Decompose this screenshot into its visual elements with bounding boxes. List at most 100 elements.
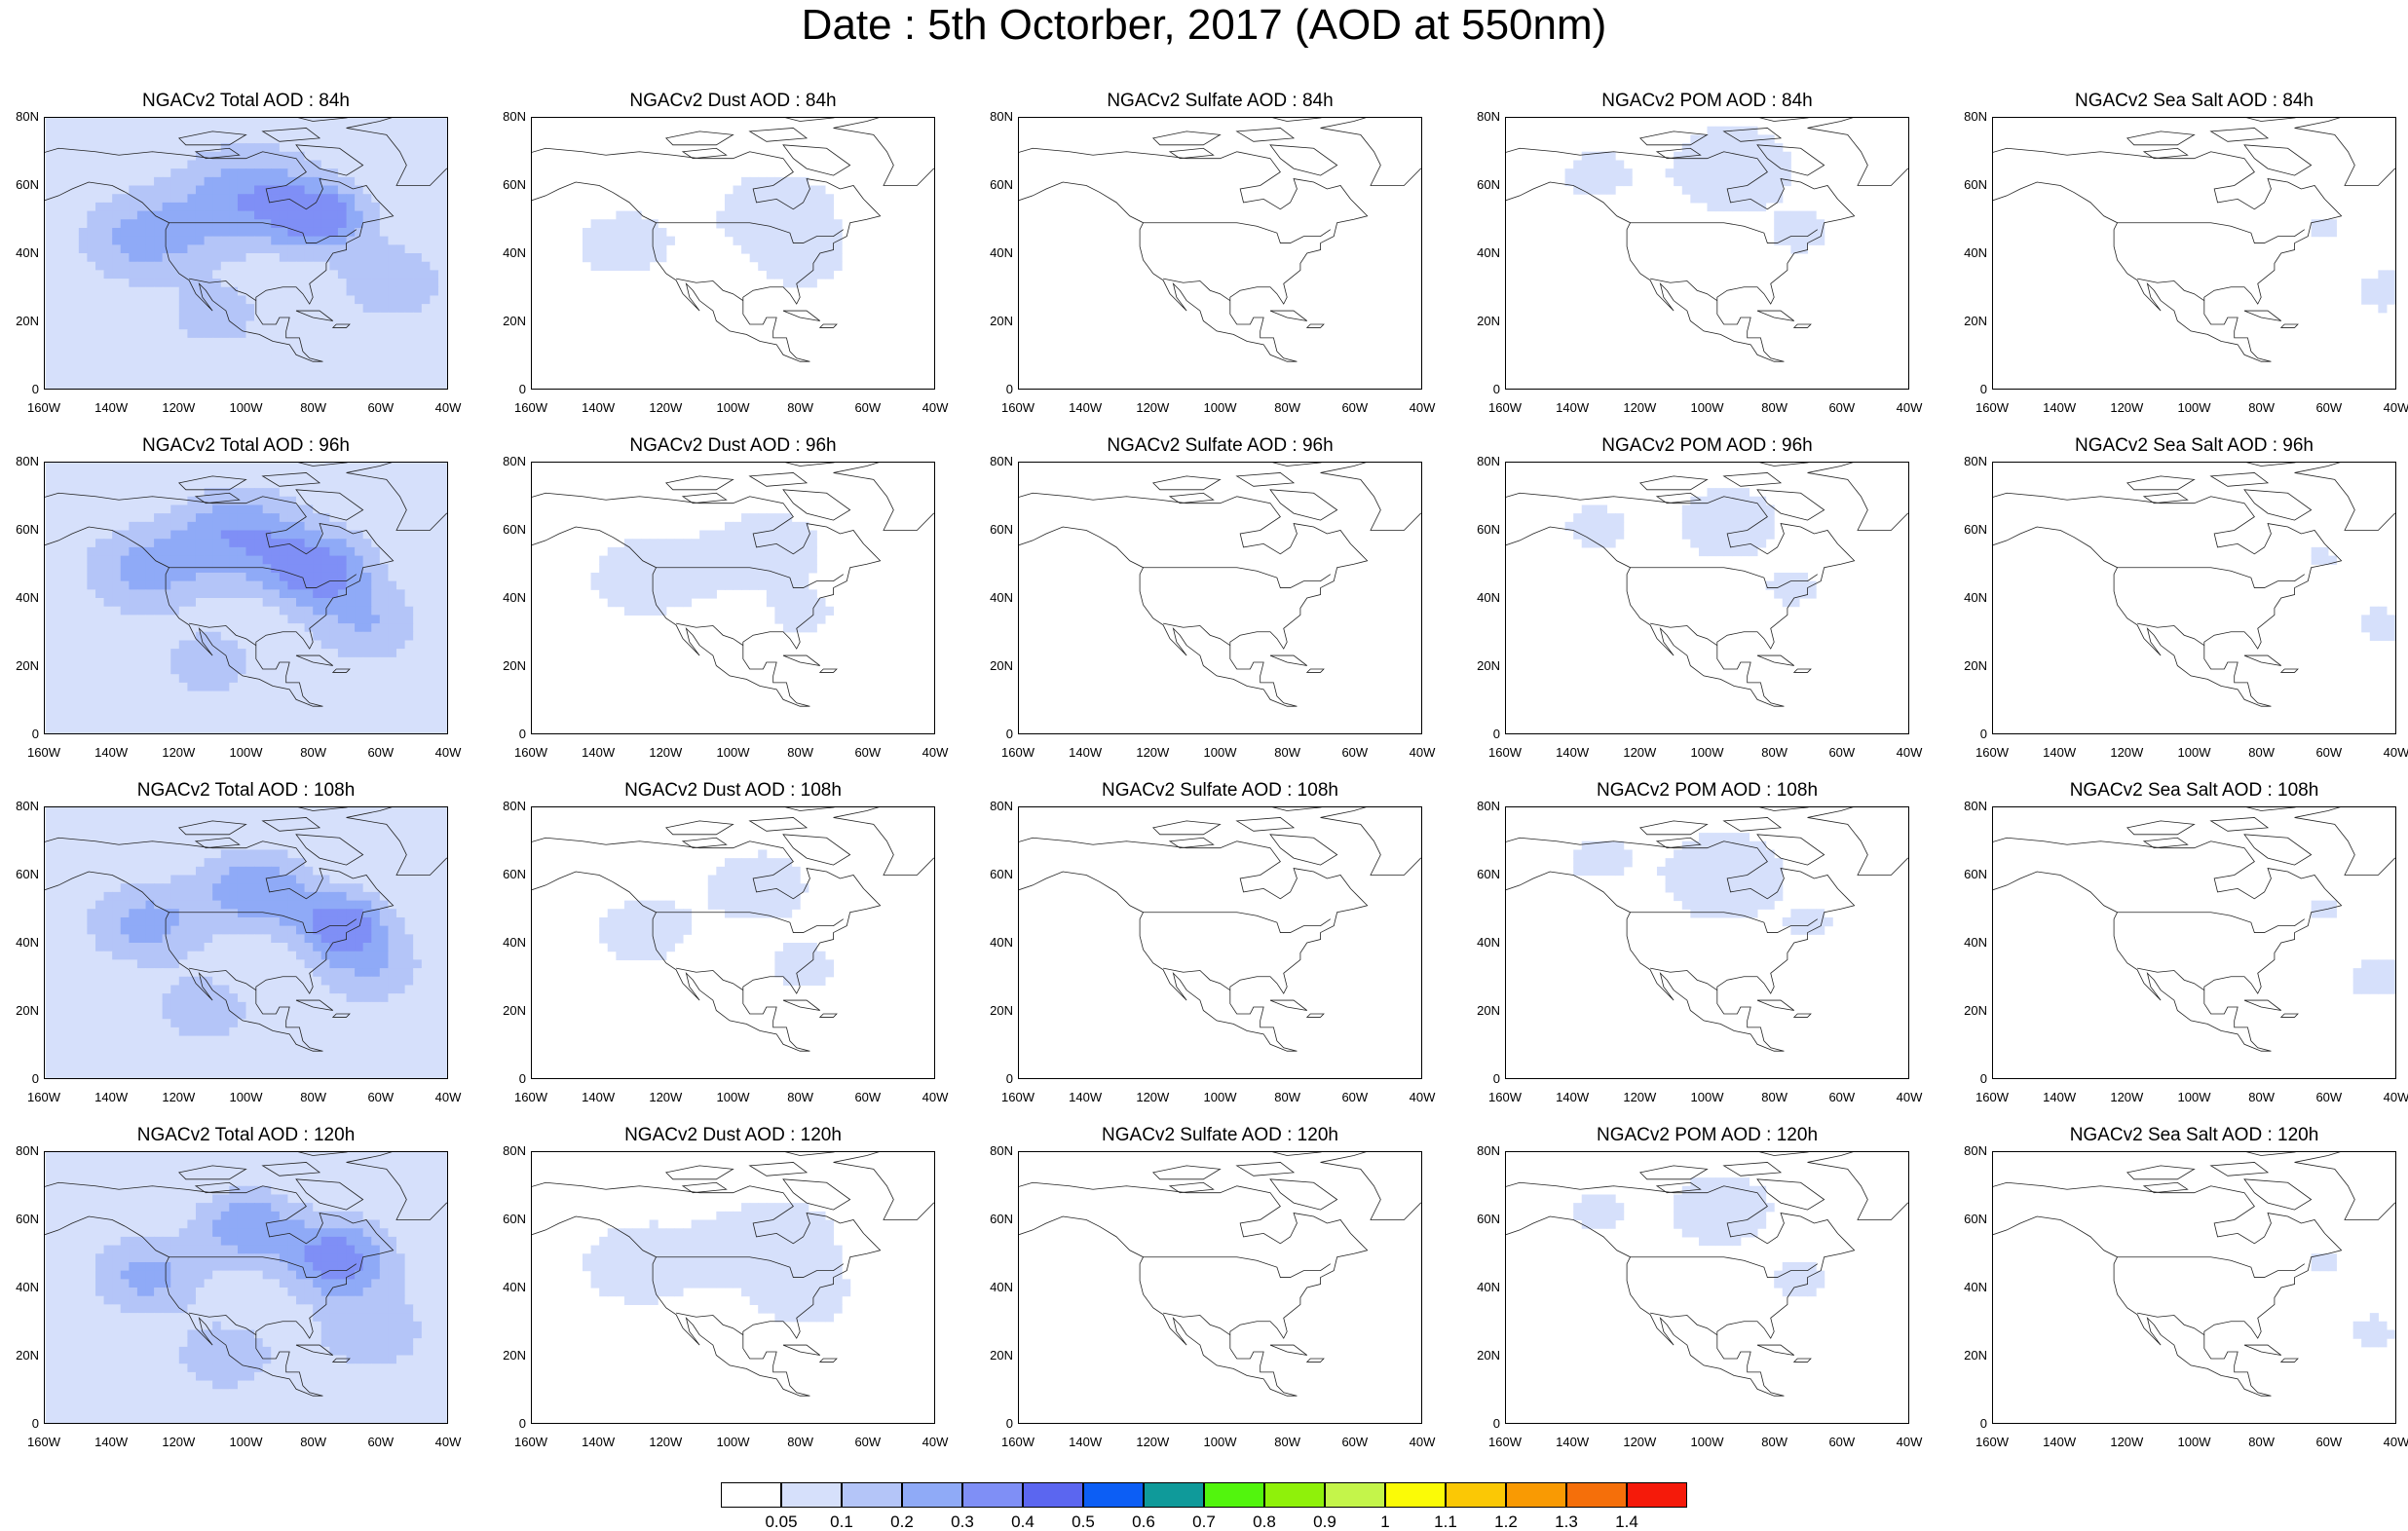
- lon-tick-label: 140W: [582, 1090, 616, 1104]
- colorbar-swatch: [902, 1482, 962, 1508]
- lon-tick-label: 140W: [1069, 1435, 1103, 1449]
- lon-tick-label: 80W: [1274, 1435, 1301, 1449]
- island-coastline: [295, 834, 364, 866]
- island-coastline: [1756, 654, 1794, 666]
- us-canada-border: [2117, 222, 2306, 243]
- lon-tick-label: 140W: [2043, 1435, 2077, 1449]
- panel-title: NGACv2 Dust AOD : 84h: [629, 91, 837, 111]
- us-canada-border: [2117, 1256, 2306, 1278]
- lon-tick-label: 140W: [1069, 1090, 1103, 1104]
- lon-tick-label: 100W: [1203, 745, 1237, 760]
- us-canada-border: [1630, 567, 1819, 588]
- lon-tick-label: 60W: [1341, 1435, 1369, 1449]
- lon-tick-label: 100W: [716, 400, 750, 415]
- lat-tick-label: 20N: [1477, 1348, 1500, 1363]
- aod-field: [2311, 546, 2395, 641]
- island-coastline: [1151, 475, 1222, 491]
- aod-map: [1993, 463, 2395, 707]
- lon-tick-label: 120W: [162, 1435, 196, 1449]
- island-coastline: [1269, 654, 1307, 666]
- lon-tick-label: 120W: [2110, 1090, 2144, 1104]
- lat-tick-label: 0: [518, 1416, 526, 1431]
- aod-map: [1506, 463, 1908, 707]
- aod-map: [1993, 1152, 2395, 1397]
- lat-tick-label: 80N: [16, 799, 39, 813]
- colorbar-swatch: [1506, 1482, 1566, 1508]
- lat-tick-label: 80N: [990, 109, 1013, 124]
- panel-title: NGACv2 Sea Salt AOD : 108h: [2069, 780, 2319, 801]
- island-coastline: [681, 147, 728, 160]
- map-panel: [44, 1151, 448, 1424]
- island-coastline: [1756, 1178, 1825, 1211]
- lat-tick-label: 20N: [1477, 658, 1500, 673]
- lat-tick-label: 0: [31, 727, 39, 741]
- island-coastline: [1638, 131, 1709, 146]
- map-panel: [531, 1151, 935, 1424]
- lat-tick-label: 40N: [503, 590, 526, 605]
- lon-tick-label: 100W: [2177, 1090, 2211, 1104]
- coastline: [1019, 837, 1369, 1052]
- island-coastline: [1235, 128, 1296, 142]
- lon-tick-label: 60W: [2315, 745, 2343, 760]
- lon-tick-label: 120W: [1623, 745, 1657, 760]
- panel-title: NGACv2 Sea Salt AOD : 84h: [2074, 91, 2314, 111]
- island-coastline: [1792, 668, 1812, 673]
- us-mexico-border: [2137, 1312, 2205, 1335]
- greenland-coastline: [833, 1152, 934, 1220]
- colorbar-label: 0.1: [830, 1512, 853, 1531]
- lat-tick-label: 20N: [16, 1348, 39, 1363]
- lon-tick-label: 120W: [162, 745, 196, 760]
- us-mexico-border: [1650, 278, 1718, 301]
- map-panel: [1018, 1151, 1422, 1424]
- lon-tick-label: 40W: [434, 1435, 462, 1449]
- island-coastline: [331, 1013, 351, 1018]
- map-panel: [1992, 806, 2396, 1079]
- us-canada-border: [656, 567, 845, 588]
- island-coastline: [2243, 144, 2313, 176]
- aod-map: [1019, 807, 1421, 1052]
- colorbar-swatch: [721, 1482, 781, 1508]
- lon-tick-label: 60W: [2315, 1090, 2343, 1104]
- lon-tick-label: 140W: [94, 400, 129, 415]
- lon-tick-label: 60W: [367, 745, 395, 760]
- lon-tick-label: 80W: [300, 400, 327, 415]
- lon-tick-label: 140W: [94, 1435, 129, 1449]
- island-coastline: [297, 1152, 349, 1156]
- lat-tick-label: 0: [31, 1071, 39, 1086]
- greenland-coastline: [346, 463, 447, 531]
- lat-tick-label: 40N: [503, 935, 526, 950]
- lat-tick-label: 40N: [503, 1280, 526, 1294]
- island-coastline: [2126, 131, 2196, 146]
- colorbar-swatch: [1083, 1482, 1144, 1508]
- island-coastline: [782, 1344, 820, 1356]
- lon-tick-label: 40W: [2383, 745, 2408, 760]
- lon-tick-label: 120W: [649, 745, 683, 760]
- colorbar-swatch: [1627, 1482, 1687, 1508]
- island-coastline: [1655, 1181, 1702, 1194]
- lon-tick-label: 40W: [922, 1435, 949, 1449]
- map-panel: [1018, 117, 1422, 390]
- lon-tick-label: 160W: [1488, 400, 1522, 415]
- panel-title: NGACv2 Dust AOD : 108h: [624, 780, 842, 801]
- coastline: [1506, 837, 1856, 1052]
- island-coastline: [681, 492, 728, 504]
- lon-tick-label: 80W: [1761, 400, 1788, 415]
- coastline: [532, 837, 882, 1052]
- island-coastline: [664, 475, 734, 491]
- colorbar-swatch: [1566, 1482, 1627, 1508]
- lat-tick-label: 40N: [503, 245, 526, 260]
- lon-tick-label: 140W: [2043, 400, 2077, 415]
- panel-title: NGACv2 POM AOD : 120h: [1596, 1125, 1819, 1145]
- lon-tick-label: 40W: [1409, 400, 1436, 415]
- island-coastline: [2243, 310, 2281, 321]
- us-mexico-border: [1650, 1312, 1718, 1335]
- coastline: [1506, 492, 1856, 707]
- island-coastline: [295, 310, 333, 321]
- island-coastline: [295, 654, 333, 666]
- island-coastline: [1756, 1344, 1794, 1356]
- us-canada-border: [1143, 222, 1332, 243]
- lon-tick-label: 120W: [1136, 745, 1170, 760]
- island-coastline: [664, 820, 734, 836]
- us-canada-border: [656, 912, 845, 933]
- lon-tick-label: 80W: [1274, 1090, 1301, 1104]
